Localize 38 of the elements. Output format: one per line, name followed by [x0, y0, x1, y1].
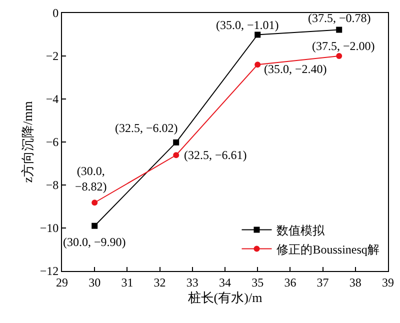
point: [92, 222, 98, 229]
x-tick-label: 35: [252, 275, 264, 290]
point: [173, 152, 180, 158]
x-tick-label: 33: [186, 275, 198, 290]
y-tick-label: −2: [46, 49, 59, 64]
point: [254, 32, 261, 38]
legend-label: 修正的Boussinesq解: [276, 242, 380, 256]
annotation: (30.0, −9.90): [63, 235, 126, 249]
x-tick-label: 39: [382, 275, 394, 290]
legend-label: 数值模拟: [276, 223, 326, 238]
y-tick-label: −10: [40, 221, 59, 236]
x-tick-label: 31: [121, 275, 134, 290]
annotation: (30.0, −8.82): [75, 164, 107, 194]
y-axis-title: z方向沉降/mm: [20, 101, 35, 183]
x-tick-label: 36: [284, 275, 296, 290]
annotation: (32.5, −6.02): [115, 121, 178, 135]
annotation: (35.0, −1.01): [216, 18, 279, 32]
x-tick-label: 38: [349, 275, 362, 290]
point: [173, 139, 180, 146]
point: [336, 26, 342, 33]
y-tick-label: −12: [40, 264, 59, 278]
y-tick-label: −4: [46, 92, 59, 106]
point: [336, 53, 342, 59]
y-tick-label: −8: [46, 178, 59, 192]
x-axis-title: 桩长(有水)/m: [186, 290, 262, 305]
x-tick-label: 34: [219, 275, 231, 290]
x-tick-label: 29: [56, 275, 68, 290]
annotation: (35.0, −2.40): [264, 62, 327, 76]
y-tick-label: −6: [46, 135, 59, 150]
point: [254, 62, 261, 68]
x-tick-label: 37: [316, 275, 329, 290]
annotation: (37.5, −2.00): [312, 39, 375, 53]
annotation: (32.5, −6.61): [184, 148, 247, 162]
x-tick-label: 32: [154, 275, 166, 290]
x-tick-label: 30: [88, 275, 101, 290]
annotation: (37.5, −0.78): [308, 11, 371, 25]
point: [92, 200, 98, 206]
y-tick-label: 0: [52, 6, 59, 20]
